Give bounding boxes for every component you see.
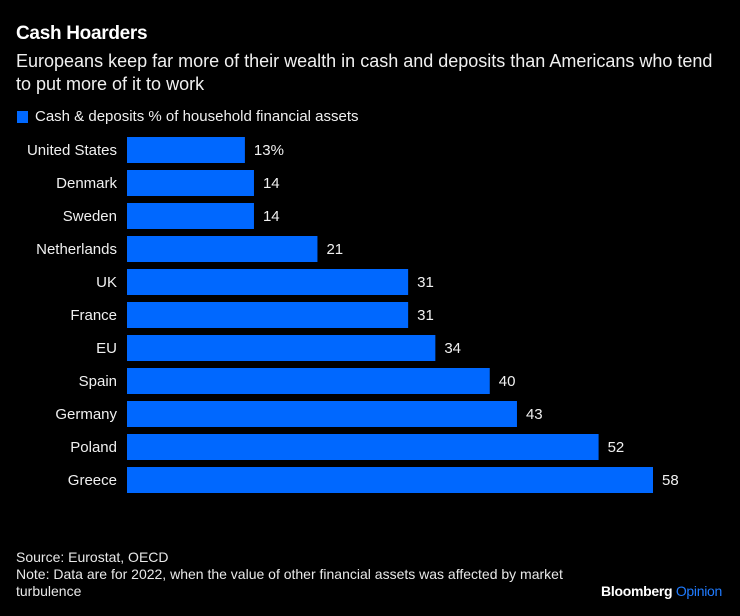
chart-subtitle: Europeans keep far more of their wealth …: [16, 51, 713, 94]
bar: [127, 434, 599, 460]
value-label: 21: [326, 241, 343, 258]
category-label: Germany: [55, 406, 117, 423]
note-text: Note: Data are for 2022, when the value …: [16, 566, 563, 599]
value-label: 34: [444, 340, 461, 357]
bar: [127, 401, 517, 427]
legend-label: Cash & deposits % of household financial…: [35, 108, 359, 125]
value-label: 14: [263, 208, 280, 225]
category-label: Sweden: [63, 208, 117, 225]
footer-notes: Source: Eurostat, OECD Note: Data are fo…: [16, 549, 576, 600]
bar: [127, 335, 436, 361]
chart-title: Cash Hoarders: [16, 23, 148, 44]
bar: [127, 269, 409, 295]
category-label: Netherlands: [36, 241, 117, 258]
value-label: 40: [499, 373, 516, 390]
category-label: Poland: [70, 439, 117, 456]
value-label: 14: [263, 175, 280, 192]
value-label: 13%: [254, 142, 284, 159]
bar: [127, 137, 245, 163]
bar: [127, 170, 254, 196]
value-label: 31: [417, 307, 434, 324]
brand-logo: Bloomberg Opinion: [601, 583, 722, 599]
value-label: 43: [526, 406, 543, 423]
category-label: Greece: [68, 472, 117, 489]
bar: [127, 236, 318, 262]
category-label: UK: [96, 274, 117, 291]
category-label: Denmark: [56, 175, 117, 192]
value-label: 52: [608, 439, 625, 456]
category-label: EU: [96, 340, 117, 357]
source-text: Source: Eurostat, OECD: [16, 549, 169, 565]
category-label: Spain: [79, 373, 117, 390]
bar: [127, 467, 653, 493]
value-label: 31: [417, 274, 434, 291]
value-label: 58: [662, 472, 679, 489]
category-label: United States: [27, 142, 117, 159]
legend-swatch: [17, 110, 28, 123]
bar: [127, 203, 254, 229]
brand-suffix: Opinion: [675, 583, 722, 599]
legend: Cash & deposits % of household financial…: [17, 108, 359, 125]
bar: [127, 302, 409, 328]
brand-name: Bloomberg: [601, 583, 673, 599]
bar: [127, 368, 490, 394]
category-label: France: [70, 307, 117, 324]
